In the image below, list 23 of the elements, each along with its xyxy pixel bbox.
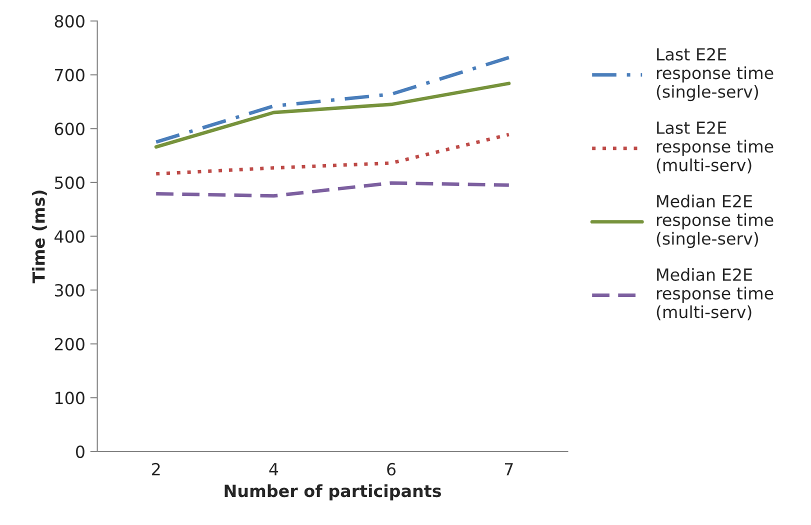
x-tick-label: 7 [504,463,513,476]
y-tick-label: 0 [76,445,84,458]
y-tick-label: 200 [54,338,84,350]
x-axis-title: Number of participants [224,484,441,500]
legend-label: Median E2E response time (single-serv) [656,194,774,248]
y-tick-label: 100 [56,392,84,404]
y-tick-label: 500 [54,176,84,190]
line-series [154,82,511,149]
y-tick-label: 700 [55,68,84,82]
y-tick-label: 600 [54,122,84,136]
line-series [154,181,511,198]
y-tick-label: 300 [54,284,84,297]
y-axis-title: Time (ms) [32,190,47,284]
x-tick-label: 4 [269,463,278,476]
legend-label: Last E2E response time (multi-serv) [656,121,774,174]
x-tick-label: 6 [387,462,396,476]
y-tick-label: 400 [54,230,84,243]
legend-label: Last E2E response time (single-serv) [656,48,774,102]
line-series [154,56,511,144]
line-series [154,132,511,176]
y-tick-label: 800 [54,14,84,28]
x-tick-label: 2 [152,462,160,476]
legend-label: Median E2E response time (multi-serv) [656,268,774,320]
